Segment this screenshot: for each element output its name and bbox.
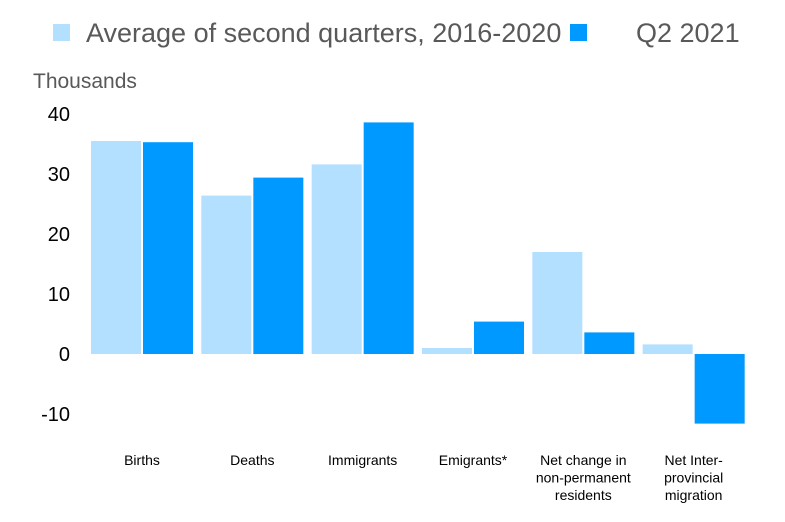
y-tick-label: -10: [41, 404, 70, 426]
bar-2-4: [474, 321, 524, 354]
x-tick-label: Emigrants*: [439, 452, 508, 468]
y-tick-label: 10: [48, 284, 70, 306]
bar-1-1: [91, 141, 141, 354]
bar-2-3: [363, 122, 414, 355]
x-tick-label: Immigrants: [328, 452, 397, 468]
x-tick-label-line: Births: [124, 452, 160, 468]
bar-1-2: [201, 195, 252, 354]
x-axis: Births Deaths Immigrants Emigrants* Net chan…: [124, 452, 723, 503]
bar-2-1: [143, 142, 193, 354]
legend-swatch-1: [53, 24, 70, 41]
bar-1-4: [422, 348, 472, 354]
legend-label-1: Average of second quarters, 2016-2020: [86, 18, 561, 48]
bar-2-6: [694, 354, 745, 424]
bar-2-2: [253, 177, 304, 354]
y-tick-label: 20: [48, 224, 70, 246]
bar-1-5: [532, 252, 583, 354]
y-axis: Thousands 40 30 20 10 0 -10: [33, 70, 137, 426]
x-tick-label-line: Immigrants: [328, 452, 397, 468]
x-tick-label-line: provincial: [664, 470, 723, 486]
y-axis-unit-label: Thousands: [33, 70, 137, 93]
legend-label-2: Q2 2021: [636, 18, 740, 48]
legend: Average of second quarters, 2016-2020 Q2 …: [53, 18, 740, 48]
x-tick-label-line: Emigrants*: [439, 452, 508, 468]
bar-2-5: [584, 332, 635, 354]
x-tick-label: Deaths: [230, 452, 274, 468]
x-tick-label: Net Inter-provincial migration: [664, 452, 723, 503]
x-tick-label-line: Deaths: [230, 452, 274, 468]
bars: [91, 122, 745, 424]
x-tick-label: Births: [124, 452, 160, 468]
legend-swatch-2: [570, 24, 587, 41]
x-tick-label-line: residents: [555, 487, 612, 503]
y-tick-label: 30: [48, 164, 70, 186]
x-tick-label-line: Net Inter-: [664, 452, 723, 468]
bar-1-3: [311, 164, 362, 354]
x-tick-label: Net change in non-permanent residents: [536, 452, 631, 503]
y-tick-label: 40: [48, 104, 70, 126]
y-tick-label: 0: [59, 344, 70, 366]
x-tick-label-line: Net change in: [540, 452, 626, 468]
x-tick-label-line: migration: [665, 487, 723, 503]
x-tick-label-line: non-permanent: [536, 470, 631, 486]
bar-1-6: [642, 344, 693, 354]
